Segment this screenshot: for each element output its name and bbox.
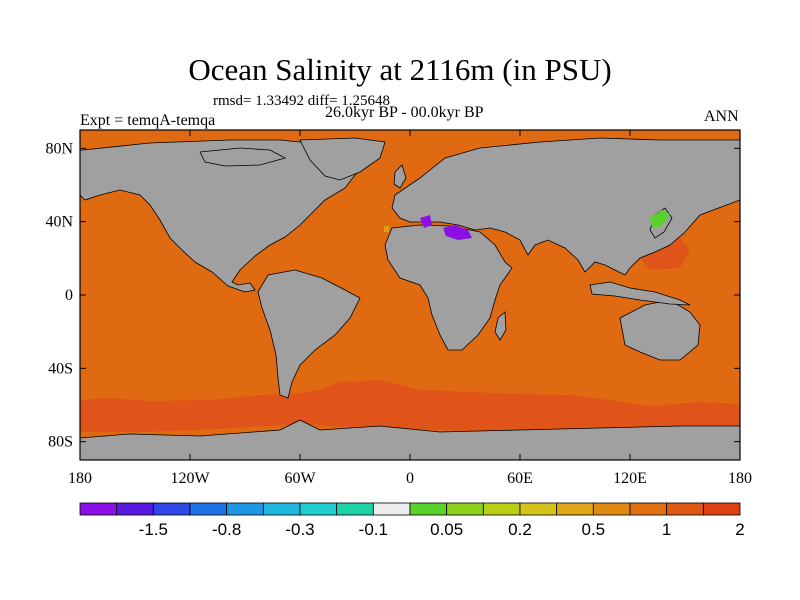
- colorbar-swatch: [629, 502, 668, 516]
- colorbar-swatch: [189, 502, 228, 516]
- x-tick-label: 120E: [613, 470, 647, 487]
- southern-ocean-high-anomaly: [80, 380, 740, 434]
- africa: [384, 224, 513, 351]
- iberia-anomaly: [384, 226, 389, 232]
- y-tick-label: 80S: [48, 434, 73, 451]
- colorbar-swatch: [226, 502, 264, 516]
- eurasia: [391, 137, 741, 276]
- colorbar-label: 0.5: [582, 520, 606, 539]
- colorbar-swatch: [666, 502, 704, 516]
- experiment-label: Expt = temqA-temqa: [80, 112, 216, 129]
- colorbar-label: 0.2: [508, 520, 532, 539]
- x-tick-label: 120W: [170, 470, 210, 487]
- x-tick-label: 0: [406, 470, 414, 487]
- colorbar-swatch: [299, 502, 338, 516]
- colorbar-swatch: [482, 502, 521, 516]
- colorbar-label: -1.5: [139, 520, 168, 539]
- colorbar-swatch: [592, 502, 631, 516]
- x-tick-label: 60E: [507, 470, 533, 487]
- x-tick-label: 180: [728, 470, 752, 487]
- maritime-continent: [589, 281, 691, 306]
- greenland: [299, 137, 386, 181]
- land-mask: [79, 137, 741, 461]
- colorbar-swatch: [336, 502, 374, 516]
- colorbar: [79, 502, 741, 516]
- x-tick-label: 180: [68, 470, 92, 487]
- map-panel: [79, 129, 741, 461]
- x-axis: 180 120W 60W 0 60E 120E 180: [68, 130, 752, 487]
- mediterranean-negative-anomaly: [420, 215, 472, 240]
- y-tick-label: 0: [65, 287, 73, 304]
- sea-of-japan-anomaly: [650, 210, 670, 228]
- colorbar-swatch: [702, 502, 741, 516]
- y-tick-label: 40S: [48, 360, 73, 377]
- colorbar-swatch: [79, 502, 118, 516]
- colorbar-label: 2: [735, 520, 744, 539]
- colorbar-swatch: [519, 502, 558, 516]
- madagascar: [494, 311, 507, 341]
- british-isles: [393, 164, 407, 189]
- south-america: [257, 269, 361, 399]
- colorbar-swatch: [116, 502, 154, 516]
- season-label: ANN: [704, 108, 739, 125]
- colorbar-swatch: [409, 502, 448, 516]
- y-tick-label: 40N: [45, 214, 73, 231]
- arctic-islands: [199, 147, 287, 167]
- colorbar-label: 0.05: [430, 520, 463, 539]
- period-label: 26.0kyr BP - 00.0kyr BP: [325, 104, 484, 121]
- colorbar-swatch: [446, 502, 484, 516]
- colorbar-label: -0.1: [359, 520, 388, 539]
- colorbar-swatch: [372, 502, 411, 516]
- colorbar-swatch: [556, 502, 594, 516]
- rmsd-label: rmsd= 1.33492 diff= 1.25648: [213, 93, 391, 109]
- y-axis: 80N 40N 0 40S 80S: [45, 140, 740, 451]
- colorbar-swatch: [262, 502, 301, 516]
- colorbar-label: -0.3: [285, 520, 314, 539]
- colorbar-labels: -1.5 -0.8 -0.3 -0.1 0.05 0.2 0.5 1 2: [139, 520, 745, 539]
- chart-title: Ocean Salinity at 2116m (in PSU): [188, 52, 612, 87]
- x-tick-label: 60W: [284, 470, 316, 487]
- y-tick-label: 80N: [45, 140, 73, 157]
- colorbar-label: 1: [662, 520, 671, 539]
- colorbar-swatch: [152, 502, 191, 516]
- colorbar-label: -0.8: [212, 520, 241, 539]
